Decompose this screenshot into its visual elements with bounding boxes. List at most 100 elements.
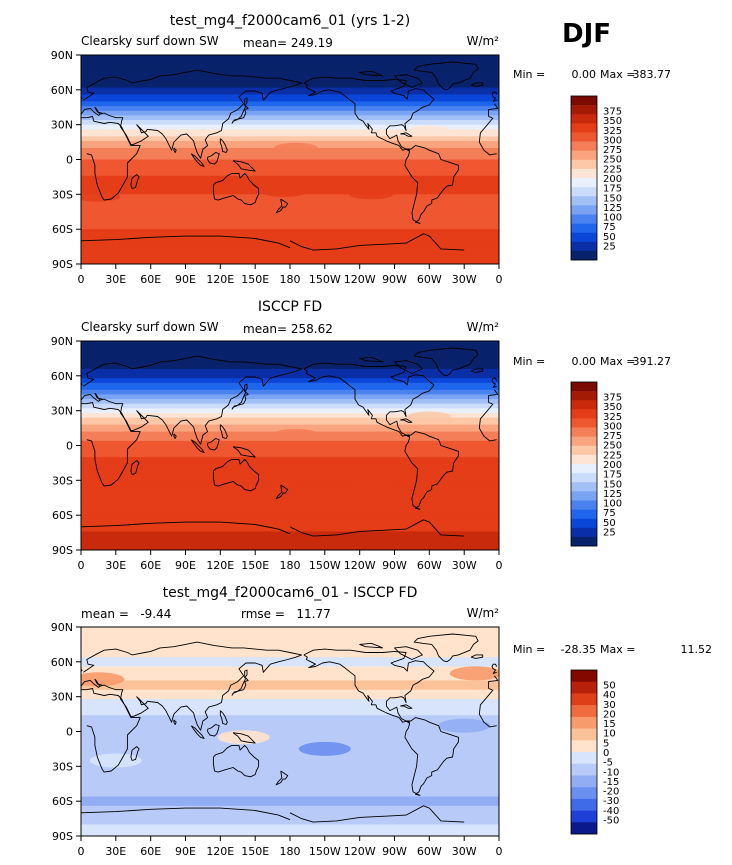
colorbar-box <box>571 536 597 547</box>
max-label: Max = <box>600 68 635 81</box>
field-band <box>81 217 499 221</box>
field-band <box>81 661 499 665</box>
field-band <box>81 159 499 163</box>
field-band <box>81 687 499 691</box>
field-band <box>81 533 499 537</box>
field-band <box>81 717 499 721</box>
field-band <box>81 508 499 511</box>
field-band <box>81 757 499 760</box>
colorbar-box <box>571 670 597 683</box>
field-band <box>81 378 499 381</box>
lon-tick-label: 120E <box>206 845 234 858</box>
lon-tick-label: 30E <box>105 273 126 286</box>
colorbar-box <box>571 114 597 124</box>
field-band <box>81 394 499 398</box>
colorbar-box <box>571 250 597 261</box>
colorbar-box <box>571 223 597 233</box>
field-band <box>81 482 499 486</box>
max-value: 11.52 <box>681 643 713 656</box>
field-band <box>81 664 499 667</box>
field-patch <box>349 475 394 486</box>
lat-tick-label: 90S <box>52 258 73 271</box>
field-band <box>81 791 499 795</box>
field-band <box>81 82 499 86</box>
field-band <box>81 343 499 347</box>
colorbar-box <box>571 775 597 788</box>
colorbar-label: 225 <box>603 164 622 175</box>
colorbar-label: 150 <box>603 193 622 204</box>
coastline <box>359 70 384 77</box>
colorbar-box <box>571 187 597 197</box>
field-band <box>81 468 499 472</box>
min-value: 0.00 <box>572 68 597 81</box>
panel-obs: ISCCP FD Clearsky surf down SW mean= 258… <box>51 299 671 572</box>
field-band <box>81 396 499 400</box>
coastline <box>81 641 499 731</box>
field-band <box>81 140 499 144</box>
field-band <box>81 122 499 126</box>
field-patch <box>262 473 307 483</box>
field-band <box>81 157 499 160</box>
field-band <box>81 775 499 779</box>
min-label: Min = <box>513 643 545 656</box>
panel-model: test_mg4_f2000cam6_01 (yrs 1-2) Clearsky… <box>51 13 671 286</box>
field-band <box>81 543 499 546</box>
coastline <box>212 744 260 778</box>
lat-tick-label: 60N <box>51 656 73 669</box>
field-band <box>81 364 499 367</box>
colorbar-box <box>571 178 597 188</box>
lat-tick-label: 90N <box>51 335 73 348</box>
coastline <box>231 105 249 124</box>
field-band <box>81 382 499 386</box>
field-band <box>81 345 499 349</box>
colorbar-label: -15 <box>603 777 619 788</box>
field-band <box>81 766 499 770</box>
colorbar-box <box>571 716 597 729</box>
land-outline <box>81 347 499 537</box>
field-band <box>81 454 499 458</box>
field-band <box>81 173 499 177</box>
panel-diff: test_mg4_f2000cam6_01 - ISCCP FD mean = … <box>51 585 712 858</box>
coastline <box>81 69 499 159</box>
field-band <box>81 366 499 370</box>
lon-tick-label: 90E <box>175 845 196 858</box>
field-band <box>81 73 499 77</box>
colorbar-box <box>571 105 597 115</box>
field-band <box>81 401 499 405</box>
lat-tick-label: 90S <box>52 544 73 557</box>
colorbar-box <box>571 123 597 133</box>
field-band <box>81 247 499 251</box>
field-band <box>81 678 499 681</box>
lat-tick-label: 90N <box>51 621 73 634</box>
panel-title: ISCCP FD <box>258 299 322 315</box>
coastline <box>219 424 228 439</box>
field-band <box>81 698 499 702</box>
field-band <box>81 380 499 384</box>
season-label: DJF <box>562 19 611 49</box>
lat-tick-label: 0 <box>66 154 73 167</box>
field-band <box>81 259 499 263</box>
field-band <box>81 166 499 170</box>
field-band <box>81 538 499 542</box>
field-band <box>81 222 499 225</box>
lat-tick-label: 60S <box>52 509 73 522</box>
field-band <box>81 675 499 679</box>
field-band <box>81 359 499 363</box>
field-band <box>81 754 499 758</box>
field-band <box>81 629 499 633</box>
field-band <box>81 770 499 774</box>
field-band <box>81 638 499 642</box>
colorbar-label: 125 <box>603 203 622 214</box>
colorbar-label: 200 <box>603 174 622 185</box>
lon-tick-label: 30W <box>452 273 477 286</box>
field-band <box>81 75 499 79</box>
colorbar-label: 200 <box>603 460 622 471</box>
field-band <box>81 510 499 514</box>
field-band <box>81 403 499 407</box>
field-band <box>81 224 499 228</box>
field-band <box>81 738 499 742</box>
coastline <box>275 198 289 214</box>
field-band <box>81 226 499 230</box>
